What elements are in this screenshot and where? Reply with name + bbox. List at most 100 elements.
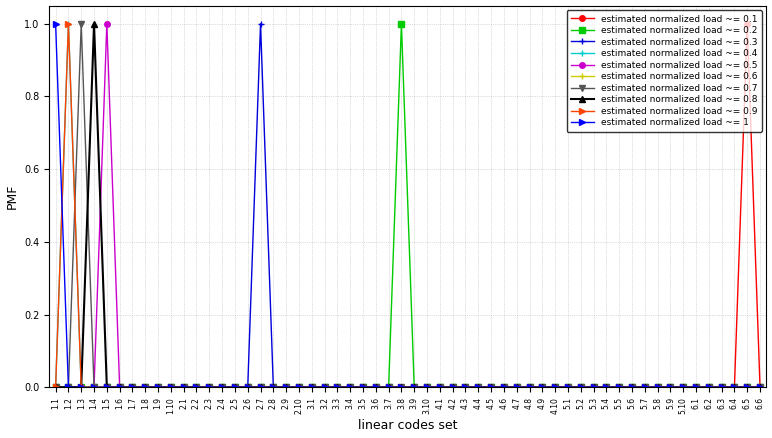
- estimated normalized load ~= 0.5: [320, 385, 329, 390]
- estimated normalized load ~= 0.2: [756, 385, 765, 390]
- estimated normalized load ~= 0.2: [51, 385, 60, 390]
- estimated normalized load ~= 0.9: [525, 385, 534, 390]
- estimated normalized load ~= 0.9: [601, 385, 611, 390]
- X-axis label: linear codes set: linear codes set: [358, 420, 458, 432]
- estimated normalized load ~= 0.3: [51, 385, 60, 390]
- estimated normalized load ~= 0.4: [756, 385, 765, 390]
- estimated normalized load ~= 0.3: [461, 385, 470, 390]
- estimated normalized load ~= 0.9: [756, 385, 765, 390]
- estimated normalized load ~= 1: [756, 385, 765, 390]
- estimated normalized load ~= 0.1: [448, 385, 457, 390]
- Y-axis label: PMF: PMF: [5, 184, 19, 209]
- estimated normalized load ~= 0.4: [461, 385, 470, 390]
- estimated normalized load ~= 0.9: [320, 385, 329, 390]
- estimated normalized load ~= 0.7: [320, 385, 329, 390]
- Legend: estimated normalized load ~= 0.1, estimated normalized load ~= 0.2, estimated no: estimated normalized load ~= 0.1, estima…: [567, 10, 762, 132]
- estimated normalized load ~= 0.5: [102, 21, 111, 26]
- estimated normalized load ~= 0.6: [461, 385, 470, 390]
- estimated normalized load ~= 0.7: [51, 385, 60, 390]
- estimated normalized load ~= 0.8: [499, 385, 509, 390]
- estimated normalized load ~= 0.3: [601, 385, 611, 390]
- estimated normalized load ~= 0.7: [525, 385, 534, 390]
- Line: estimated normalized load ~= 0.8: estimated normalized load ~= 0.8: [52, 21, 763, 390]
- estimated normalized load ~= 0.1: [743, 21, 752, 26]
- estimated normalized load ~= 0.1: [307, 385, 317, 390]
- estimated normalized load ~= 0.4: [320, 385, 329, 390]
- Line: estimated normalized load ~= 0.6: estimated normalized load ~= 0.6: [52, 383, 764, 391]
- estimated normalized load ~= 0.5: [461, 385, 470, 390]
- estimated normalized load ~= 0.4: [51, 385, 60, 390]
- estimated normalized load ~= 0.5: [499, 385, 509, 390]
- estimated normalized load ~= 0.7: [499, 385, 509, 390]
- estimated normalized load ~= 0.1: [589, 385, 598, 390]
- estimated normalized load ~= 0.8: [90, 21, 99, 26]
- estimated normalized load ~= 0.6: [90, 384, 99, 389]
- estimated normalized load ~= 0.2: [397, 21, 406, 26]
- estimated normalized load ~= 0.6: [51, 385, 60, 390]
- estimated normalized load ~= 0.3: [756, 385, 765, 390]
- estimated normalized load ~= 1: [461, 385, 470, 390]
- Line: estimated normalized load ~= 0.1: estimated normalized load ~= 0.1: [52, 21, 763, 390]
- estimated normalized load ~= 0.3: [256, 21, 265, 26]
- estimated normalized load ~= 0.2: [307, 385, 317, 390]
- estimated normalized load ~= 1: [525, 385, 534, 390]
- estimated normalized load ~= 0.3: [499, 385, 509, 390]
- estimated normalized load ~= 0.2: [499, 385, 509, 390]
- estimated normalized load ~= 0.8: [601, 385, 611, 390]
- estimated normalized load ~= 0.3: [64, 385, 73, 390]
- estimated normalized load ~= 0.6: [601, 385, 611, 390]
- estimated normalized load ~= 0.8: [756, 385, 765, 390]
- estimated normalized load ~= 0.7: [76, 21, 86, 26]
- estimated normalized load ~= 0.4: [601, 385, 611, 390]
- estimated normalized load ~= 0.6: [499, 385, 509, 390]
- estimated normalized load ~= 0.5: [64, 385, 73, 390]
- estimated normalized load ~= 0.7: [756, 385, 765, 390]
- estimated normalized load ~= 0.8: [525, 385, 534, 390]
- estimated normalized load ~= 0.6: [756, 385, 765, 390]
- estimated normalized load ~= 0.8: [461, 385, 470, 390]
- Line: estimated normalized load ~= 0.4: estimated normalized load ~= 0.4: [52, 20, 764, 391]
- estimated normalized load ~= 0.4: [76, 385, 86, 390]
- Line: estimated normalized load ~= 0.5: estimated normalized load ~= 0.5: [52, 21, 763, 390]
- estimated normalized load ~= 0.9: [461, 385, 470, 390]
- estimated normalized load ~= 0.1: [756, 385, 765, 390]
- estimated normalized load ~= 0.4: [525, 385, 534, 390]
- estimated normalized load ~= 0.9: [51, 385, 60, 390]
- estimated normalized load ~= 0.2: [64, 385, 73, 390]
- estimated normalized load ~= 0.9: [76, 385, 86, 390]
- estimated normalized load ~= 0.8: [51, 385, 60, 390]
- estimated normalized load ~= 0.3: [525, 385, 534, 390]
- estimated normalized load ~= 0.2: [525, 385, 534, 390]
- estimated normalized load ~= 0.8: [320, 385, 329, 390]
- estimated normalized load ~= 0.8: [64, 385, 73, 390]
- estimated normalized load ~= 1: [499, 385, 509, 390]
- estimated normalized load ~= 1: [51, 21, 60, 26]
- estimated normalized load ~= 0.9: [64, 21, 73, 26]
- Line: estimated normalized load ~= 0.2: estimated normalized load ~= 0.2: [52, 21, 763, 390]
- estimated normalized load ~= 0.1: [486, 385, 496, 390]
- estimated normalized load ~= 0.6: [320, 385, 329, 390]
- Line: estimated normalized load ~= 0.9: estimated normalized load ~= 0.9: [52, 21, 763, 390]
- estimated normalized load ~= 0.7: [64, 385, 73, 390]
- estimated normalized load ~= 1: [64, 385, 73, 390]
- Line: estimated normalized load ~= 0.7: estimated normalized load ~= 0.7: [52, 21, 763, 390]
- estimated normalized load ~= 0.1: [512, 385, 521, 390]
- estimated normalized load ~= 0.2: [601, 385, 611, 390]
- estimated normalized load ~= 0.7: [601, 385, 611, 390]
- Line: estimated normalized load ~= 1: estimated normalized load ~= 1: [52, 21, 763, 390]
- estimated normalized load ~= 0.9: [499, 385, 509, 390]
- estimated normalized load ~= 0.5: [756, 385, 765, 390]
- estimated normalized load ~= 0.1: [64, 385, 73, 390]
- estimated normalized load ~= 0.2: [461, 385, 470, 390]
- estimated normalized load ~= 1: [76, 385, 86, 390]
- estimated normalized load ~= 0.5: [51, 385, 60, 390]
- estimated normalized load ~= 0.3: [320, 385, 329, 390]
- estimated normalized load ~= 0.5: [525, 385, 534, 390]
- estimated normalized load ~= 1: [320, 385, 329, 390]
- estimated normalized load ~= 0.6: [525, 385, 534, 390]
- estimated normalized load ~= 0.7: [461, 385, 470, 390]
- estimated normalized load ~= 0.4: [499, 385, 509, 390]
- estimated normalized load ~= 0.6: [64, 385, 73, 390]
- estimated normalized load ~= 0.5: [601, 385, 611, 390]
- estimated normalized load ~= 0.4: [64, 21, 73, 26]
